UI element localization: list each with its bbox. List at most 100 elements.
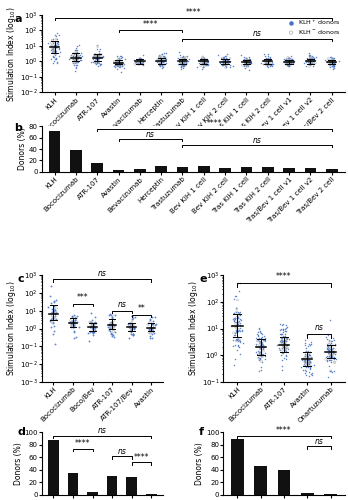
Point xyxy=(305,358,311,366)
Point xyxy=(220,56,226,64)
Point xyxy=(323,356,329,364)
Point xyxy=(182,58,187,66)
Point xyxy=(117,61,122,69)
Text: ns: ns xyxy=(253,136,262,145)
Point xyxy=(76,41,81,49)
Point xyxy=(49,312,55,320)
Point xyxy=(116,60,121,68)
Point xyxy=(148,328,154,336)
Point xyxy=(139,57,144,65)
Point xyxy=(52,316,58,324)
Point xyxy=(116,54,122,62)
Point xyxy=(327,337,333,345)
Point xyxy=(262,52,268,60)
Point xyxy=(247,55,253,63)
Point xyxy=(307,362,312,370)
Point xyxy=(129,322,135,330)
Point xyxy=(328,356,333,364)
Point xyxy=(243,54,248,62)
Point xyxy=(233,308,239,316)
Point xyxy=(163,56,168,64)
Point xyxy=(240,56,246,64)
Point xyxy=(50,308,55,316)
Point xyxy=(311,60,317,68)
Text: ****: **** xyxy=(276,272,292,281)
Point xyxy=(49,46,55,54)
Point xyxy=(50,44,56,52)
Point xyxy=(149,327,154,335)
Point xyxy=(284,58,290,66)
Point xyxy=(306,56,312,64)
Point xyxy=(266,63,271,71)
Point xyxy=(222,60,228,68)
Point xyxy=(329,341,334,349)
Point xyxy=(325,54,331,62)
Point xyxy=(134,60,140,68)
Point xyxy=(233,323,238,331)
Point xyxy=(73,50,79,58)
Point xyxy=(280,325,286,333)
Point xyxy=(263,57,269,65)
Point xyxy=(180,56,185,64)
Point xyxy=(308,60,314,68)
Point xyxy=(280,326,286,334)
Point xyxy=(221,56,227,64)
Point xyxy=(222,60,228,68)
Point xyxy=(262,350,268,358)
Point xyxy=(261,60,266,68)
Point xyxy=(329,351,334,359)
Point xyxy=(305,360,311,368)
Text: ****: **** xyxy=(75,440,90,448)
Point xyxy=(244,55,250,63)
Point xyxy=(302,368,308,376)
Bar xyxy=(155,166,167,172)
Point xyxy=(235,342,241,350)
Point xyxy=(147,316,152,324)
Point xyxy=(108,327,113,335)
Point xyxy=(282,58,288,66)
Point xyxy=(158,59,164,67)
Point xyxy=(325,346,331,354)
Point xyxy=(202,58,208,66)
Point xyxy=(262,58,268,66)
Point xyxy=(268,60,273,68)
Point xyxy=(232,309,237,317)
Point xyxy=(263,56,268,64)
Point xyxy=(280,342,286,350)
Point xyxy=(179,58,185,66)
Point xyxy=(201,57,207,65)
Point xyxy=(283,354,288,362)
Point xyxy=(257,350,263,358)
Point xyxy=(204,61,209,69)
Point xyxy=(284,59,290,67)
Bar xyxy=(324,494,337,495)
Point xyxy=(326,344,332,351)
Point xyxy=(305,347,310,355)
Point xyxy=(283,325,288,333)
Point xyxy=(86,337,92,345)
Point xyxy=(160,54,165,62)
Point xyxy=(90,58,96,66)
Point xyxy=(92,51,98,59)
Point xyxy=(256,324,262,332)
Point xyxy=(328,350,334,358)
Point xyxy=(179,60,184,68)
Point xyxy=(330,57,336,65)
Point xyxy=(128,330,134,338)
Point xyxy=(200,53,206,61)
Point xyxy=(164,50,169,58)
Point xyxy=(93,54,98,62)
Point xyxy=(128,326,134,334)
Point xyxy=(327,368,333,376)
Point xyxy=(325,356,330,364)
Point xyxy=(128,324,133,332)
Point xyxy=(147,316,153,324)
Point xyxy=(287,54,293,62)
Point xyxy=(130,314,135,322)
Point xyxy=(73,56,79,64)
Point xyxy=(269,60,275,68)
Point xyxy=(221,53,226,61)
Point xyxy=(108,320,113,328)
Point xyxy=(234,337,239,345)
Point xyxy=(116,56,121,64)
